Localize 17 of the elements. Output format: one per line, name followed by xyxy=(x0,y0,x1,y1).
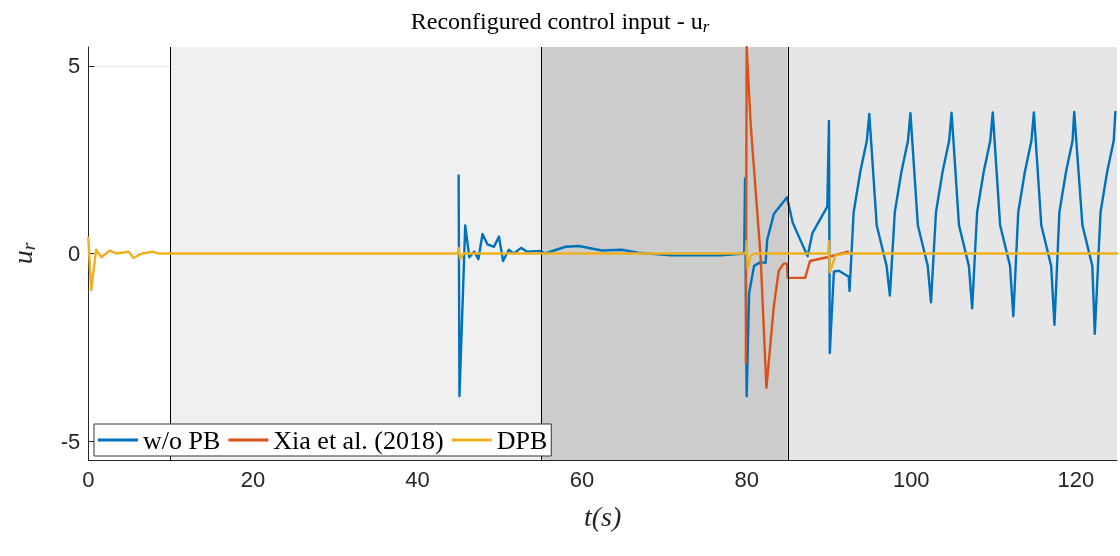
x-tick-label: 60 xyxy=(569,466,595,492)
x-tick-label: 20 xyxy=(240,466,266,492)
x-tick-label: 100 xyxy=(892,466,930,492)
line-series xyxy=(457,110,1117,398)
y-tick-label: 5 xyxy=(68,53,81,79)
x-tick-label: 40 xyxy=(405,466,430,492)
x-tick-label: 120 xyxy=(1057,466,1095,492)
line-series xyxy=(744,45,850,390)
legend-label: DPB xyxy=(496,425,548,455)
y-tick-label: -5 xyxy=(60,428,81,454)
y-tick-label: 0 xyxy=(68,241,81,266)
x-tick-label: 80 xyxy=(734,466,759,492)
legend-label: w/o PB xyxy=(143,425,221,455)
x-axis-title: t(s) xyxy=(583,500,622,532)
y-axis-title: ur xyxy=(6,242,39,265)
legend-label: Xia et al. (2018) xyxy=(273,425,444,455)
line-series xyxy=(87,236,1119,292)
